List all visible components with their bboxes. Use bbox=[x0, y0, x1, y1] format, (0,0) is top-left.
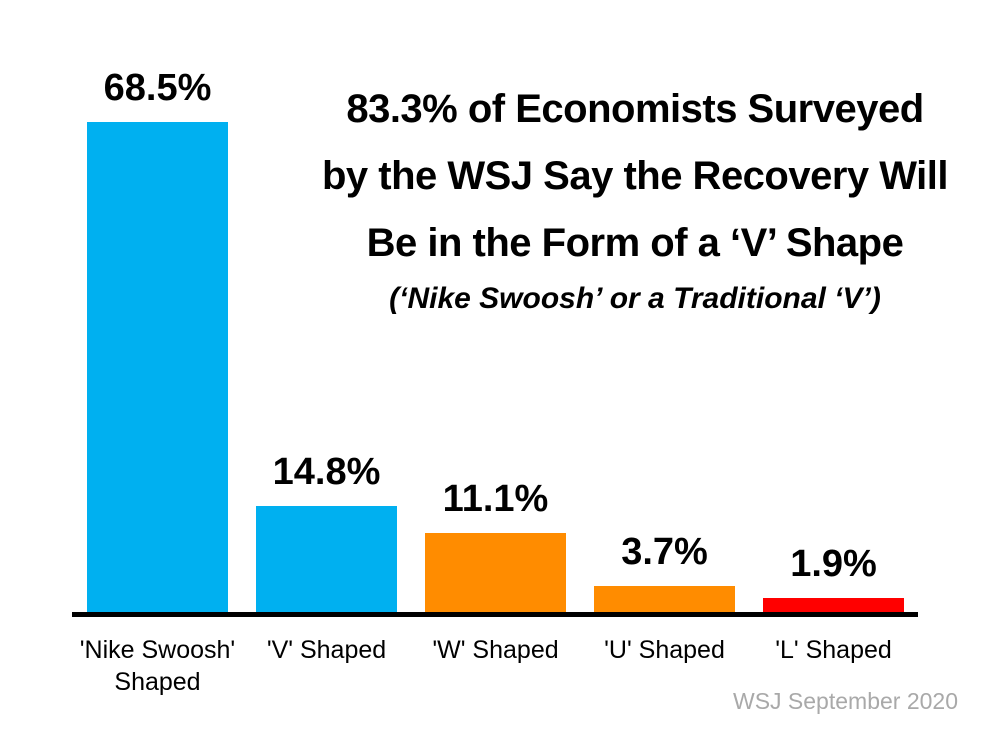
x-axis-line bbox=[72, 612, 918, 617]
chart-title-line-2: by the WSJ Say the Recovery Will bbox=[321, 154, 949, 198]
bar-value-label: 1.9% bbox=[790, 543, 877, 585]
bar-value-label: 14.8% bbox=[272, 451, 381, 493]
chart-subtitle: (‘Nike Swoosh’ or a Traditional ‘V’) bbox=[389, 282, 881, 315]
chart-title: 83.3% of Economists Surveyed by the WSJ … bbox=[255, 76, 1000, 277]
bar bbox=[87, 122, 228, 612]
bar-value-label: 68.5% bbox=[103, 67, 212, 109]
bar bbox=[256, 506, 397, 612]
bar bbox=[425, 533, 566, 612]
category-label: 'U' Shaped bbox=[604, 636, 725, 664]
source-credit: WSJ September 2020 bbox=[732, 688, 958, 714]
bar bbox=[763, 598, 904, 612]
category-label: 'L' Shaped bbox=[775, 636, 892, 664]
bar-value-label: 3.7% bbox=[621, 531, 708, 573]
category-label: 'W' Shaped bbox=[432, 636, 559, 664]
bar-value-label: 11.1% bbox=[442, 478, 549, 520]
category-label: 'V' Shaped bbox=[266, 636, 387, 664]
chart-title-line-3: Be in the Form of a ‘V’ Shape bbox=[366, 221, 904, 265]
bar bbox=[594, 586, 735, 612]
category-label: 'Nike Swoosh' Shaped bbox=[79, 636, 236, 696]
chart-title-line-1: 83.3% of Economists Surveyed bbox=[346, 87, 924, 131]
